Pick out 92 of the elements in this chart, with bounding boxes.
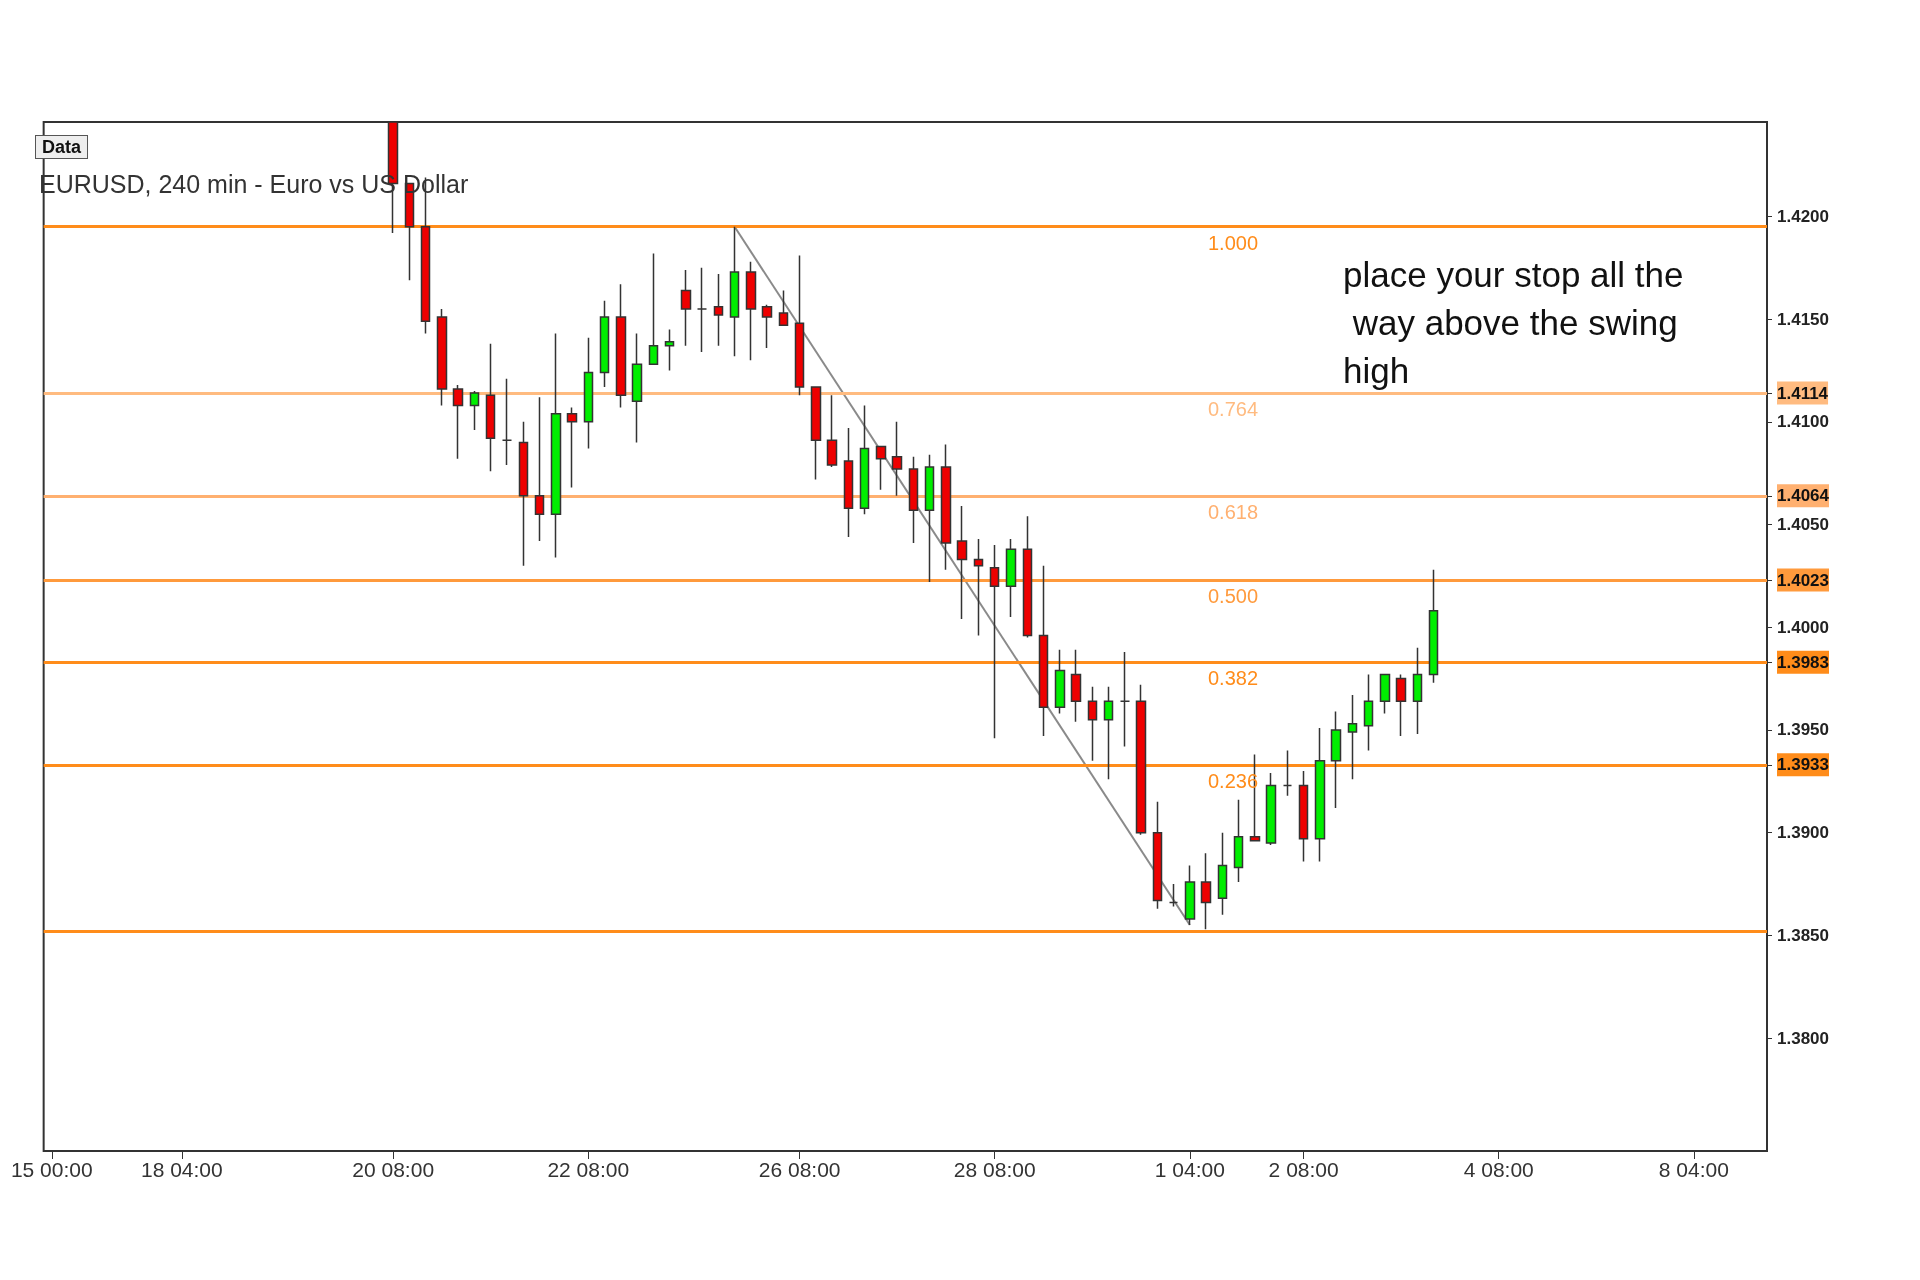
- y-tick-label: 1.3900: [1777, 823, 1829, 843]
- y-tick-label: 1.4023: [1777, 570, 1829, 590]
- y-tick-label: 1.3800: [1777, 1028, 1829, 1048]
- candlestick: [1379, 673, 1391, 715]
- y-tick-label: 1.3950: [1777, 720, 1829, 740]
- candlestick: [1005, 538, 1017, 618]
- y-tick-label: 1.3933: [1777, 755, 1829, 775]
- candlestick: [794, 254, 805, 396]
- x-tick-label: 8 04:00: [1658, 1158, 1729, 1181]
- annotation: 0.382: [1208, 667, 1259, 690]
- candlestick: [729, 226, 740, 357]
- x-tick-label: 18 04:00: [140, 1158, 223, 1181]
- x-tick-label: 20 08:00: [352, 1158, 435, 1181]
- y-tick-label: 1.3850: [1777, 925, 1829, 945]
- y-tick-label: 1.4064: [1777, 486, 1830, 506]
- annotation: Data: [42, 137, 82, 157]
- x-tick-label: 1 04:00: [1154, 1158, 1225, 1181]
- candlestick: [1298, 770, 1309, 863]
- candlestick: [989, 544, 1000, 739]
- candlestick: [891, 421, 903, 497]
- candlestick: [1135, 684, 1147, 836]
- candlestick: [1217, 831, 1228, 916]
- candlestick: [518, 421, 529, 567]
- candlestick: [1038, 564, 1049, 737]
- candlestick: [713, 273, 724, 347]
- candlestick: [1428, 569, 1439, 684]
- x-tick-label: 28 08:00: [953, 1158, 1036, 1181]
- candlestick: [599, 299, 610, 388]
- x-tick-label: 2 08:00: [1268, 1158, 1339, 1181]
- candlestick: [908, 456, 919, 544]
- candlestick: [534, 396, 545, 542]
- candlestick: [583, 336, 594, 450]
- candlestick: [1412, 647, 1423, 735]
- annotation: 0.618: [1208, 500, 1259, 523]
- candlestick: [1395, 673, 1407, 737]
- candlestick: [696, 267, 708, 353]
- annotation: 0.500: [1208, 585, 1259, 608]
- y-tick-label: 1.4150: [1777, 309, 1829, 329]
- candlestick: [745, 260, 757, 361]
- annotation: 1.000: [1208, 231, 1259, 254]
- candlestick: [1330, 710, 1342, 809]
- candlestick: [1022, 515, 1033, 639]
- candlestick: [843, 427, 854, 538]
- candlestick: [550, 332, 562, 559]
- y-tick-label: 1.4100: [1777, 412, 1829, 432]
- candlestick: [1184, 864, 1196, 926]
- candlestick: [1314, 727, 1326, 863]
- y-tick-label: 1.4200: [1777, 206, 1829, 226]
- candlestick: [1233, 799, 1244, 883]
- x-tick-label: 26 08:00: [758, 1158, 841, 1181]
- candlestick: [778, 289, 789, 327]
- candlestick: [973, 538, 984, 637]
- candlestick: [1070, 649, 1082, 723]
- candlestick: [761, 304, 773, 349]
- candlestick: [452, 384, 464, 460]
- candlestick: [1200, 852, 1212, 930]
- x-tick-label: 4 08:00: [1463, 1158, 1534, 1181]
- candlestick: [1363, 673, 1374, 752]
- x-tick-label: 22 08:00: [547, 1158, 630, 1181]
- candlestick: [1347, 694, 1358, 780]
- candlestick: [810, 386, 822, 481]
- y-tick-label: 1.4050: [1777, 515, 1829, 535]
- candlestick: [1054, 649, 1066, 715]
- candlestick: [826, 394, 838, 468]
- candlestick: [956, 505, 968, 620]
- annotation: 0.764: [1208, 398, 1259, 421]
- candlestick: [664, 328, 675, 372]
- y-tick-label: 1.4114: [1777, 383, 1829, 403]
- candlestick: [615, 283, 627, 409]
- candlestick: [1265, 772, 1277, 846]
- candlestick: [680, 269, 692, 347]
- candlestick: [1119, 651, 1131, 748]
- candlestick: [1087, 686, 1098, 762]
- candlestick: [859, 404, 870, 516]
- candlestick: [1282, 749, 1293, 797]
- candlestick: [648, 252, 659, 366]
- candlestick: [1152, 801, 1163, 910]
- candlestick: [485, 343, 496, 472]
- x-tick-label: 15 00:00: [10, 1158, 93, 1181]
- candlestick: [566, 406, 578, 489]
- candlestick: [924, 453, 935, 583]
- candlestick: [940, 443, 952, 571]
- candlestick: [1168, 883, 1179, 908]
- y-tick-label: 1.3983: [1777, 652, 1829, 672]
- y-tick-label: 1.4000: [1777, 617, 1829, 637]
- candlestick: [1103, 686, 1114, 780]
- candlestick: [875, 445, 887, 491]
- candlestick: [631, 332, 643, 444]
- candlestick: [436, 308, 448, 407]
- candlestick: [469, 390, 480, 431]
- candlestick: [501, 377, 513, 466]
- annotation: place your stop all the way above the swing high: [1343, 254, 1688, 390]
